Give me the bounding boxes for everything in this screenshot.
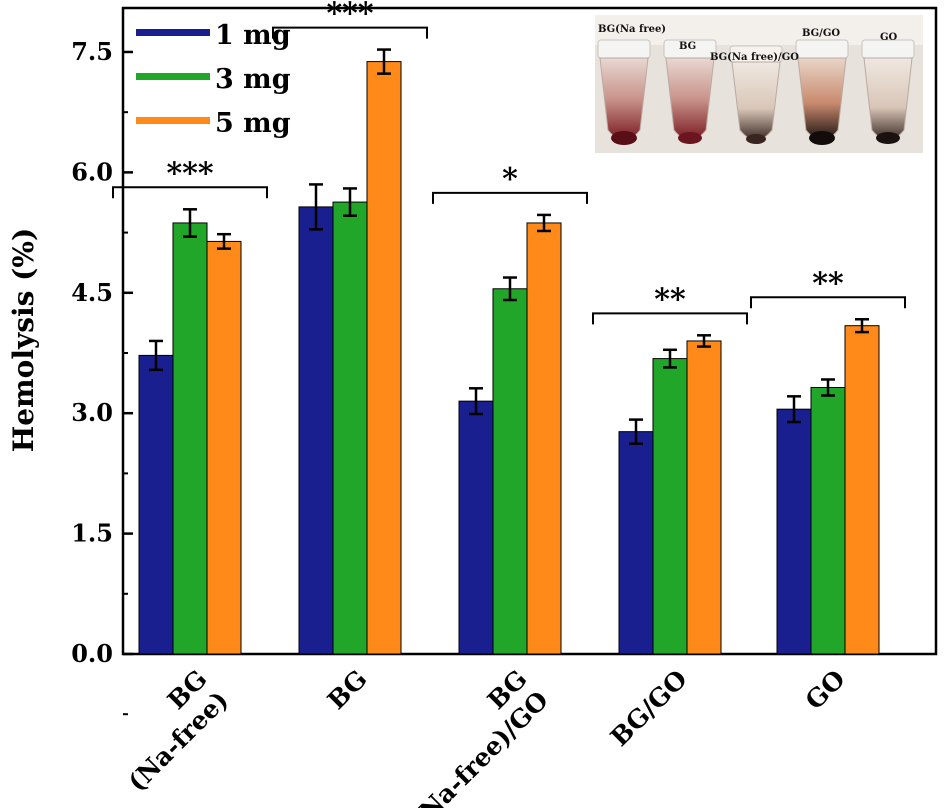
bar-3mg-3 [652,358,688,655]
inset-tube-4 [795,39,849,145]
y-axis-ticks: 0.0 1.5 3.0 4.5 6.0 7.5 [71,37,133,716]
bar-3mg-2 [492,288,528,655]
significance-label: *** [326,0,373,32]
legend: 1 mg 3 mg 5 mg [136,20,291,139]
y-tick-label: 6.0 [71,157,113,186]
bar-1mg-1 [298,206,334,655]
legend-swatch-3mg [136,73,210,80]
inset-tube-5 [861,39,915,144]
significance-label: ** [654,282,686,317]
bar-5mg-4 [844,325,880,655]
inset-label-5: GO [880,32,898,43]
bar-5mg-3 [686,340,722,655]
y-axis-title: Hemolysis (%) [7,228,40,453]
significance-bracket [272,26,428,39]
legend-swatch-1mg [136,29,210,36]
x-axis-categories: BG(Na-free) BG BG(Na-free)/GO BG/GO GO [122,664,851,808]
x-category-label: BG(Na-free)/GO [405,664,554,808]
x-category-line1: BG/GO [605,664,693,752]
legend-label-5mg: 5 mg [215,108,291,139]
bar-3mg-1 [332,201,368,655]
legend-swatch-5mg [136,117,210,124]
y-tick-label: 3.0 [71,398,113,427]
bar-1mg-0 [138,354,174,655]
significance-brackets: ********* ** [112,0,906,325]
bar-5mg-0 [206,240,242,655]
significance-bracket [592,312,748,325]
x-category-line1: BG [322,664,373,715]
x-category-label: BG(Na-free) [122,664,234,797]
bar-1mg-3 [618,431,654,655]
x-category-label: GO [800,664,851,715]
inset-tube-2 [663,39,717,144]
inset-label-1: BG(Na free) [598,24,666,35]
significance-bracket [750,296,906,309]
y-tick-label: 4.5 [71,278,113,307]
inset-label-3: BG(Na free)/GO [710,52,799,63]
significance-bracket [432,191,588,204]
significance-label: * [502,162,518,197]
y-tick-label: 1.5 [71,519,113,548]
bar-3mg-4 [810,387,846,655]
inset-tube-3 [729,45,783,144]
x-category-label: BG [322,664,373,715]
inset-label-2: BG [679,41,696,52]
legend-label-1mg: 1 mg [215,20,291,51]
inset-photo: BG(Na free) BG BG(Na free)/GO BG/GO GO [595,15,923,153]
bar-1mg-2 [458,400,494,655]
legend-label-3mg: 3 mg [215,64,291,95]
significance-label: *** [166,156,213,191]
bar-series [138,48,880,655]
x-category-label: BG/GO [605,664,693,752]
bar-3mg-0 [172,222,208,655]
x-category-line2: (Na-free)/GO [405,685,554,808]
bar-5mg-2 [526,222,562,655]
bar-5mg-1 [366,61,402,655]
significance-bracket [112,186,268,199]
inset-label-4: BG/GO [802,28,840,39]
significance-label: ** [812,266,844,301]
x-category-line1: GO [800,664,851,715]
y-tick-label: 7.5 [71,37,113,66]
bar-1mg-4 [776,408,812,655]
inset-tube-1 [597,39,651,145]
y-tick-label: 0.0 [71,639,113,668]
